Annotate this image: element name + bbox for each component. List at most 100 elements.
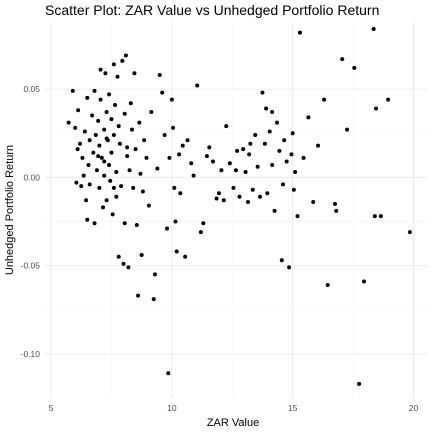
- data-point: [146, 203, 151, 208]
- data-point: [185, 138, 190, 143]
- data-point: [99, 155, 104, 160]
- data-point: [133, 147, 138, 152]
- data-point: [157, 72, 162, 77]
- data-point: [119, 184, 124, 189]
- data-point: [378, 214, 383, 219]
- data-point: [180, 143, 185, 148]
- scatter-points: [66, 27, 412, 386]
- data-point: [311, 200, 316, 205]
- data-point: [165, 226, 170, 231]
- data-point: [172, 185, 177, 190]
- data-point: [407, 230, 412, 235]
- data-point: [70, 88, 75, 93]
- data-point: [137, 120, 142, 125]
- data-point: [94, 168, 99, 173]
- data-point: [174, 249, 179, 254]
- data-point: [279, 258, 284, 263]
- data-point: [173, 219, 178, 224]
- data-point: [151, 297, 156, 302]
- data-point: [231, 185, 236, 190]
- data-point: [125, 145, 130, 150]
- data-point: [293, 170, 298, 175]
- data-point: [102, 127, 107, 132]
- data-point: [357, 381, 362, 386]
- data-point: [123, 53, 128, 58]
- data-point: [126, 265, 131, 270]
- data-point: [325, 283, 330, 288]
- data-point: [264, 106, 269, 111]
- data-point: [111, 62, 116, 67]
- data-point: [117, 141, 122, 146]
- data-point: [216, 191, 221, 196]
- data-point: [109, 117, 114, 122]
- data-point: [120, 58, 125, 63]
- data-point: [198, 230, 203, 235]
- data-point: [87, 138, 92, 143]
- data-point: [235, 148, 240, 153]
- data-point: [207, 145, 212, 150]
- data-point: [122, 221, 127, 226]
- data-point: [204, 154, 209, 159]
- data-point: [386, 97, 391, 102]
- data-point: [121, 261, 126, 266]
- data-point: [92, 221, 97, 226]
- data-point: [284, 159, 289, 164]
- data-point: [113, 102, 118, 107]
- y-tick-label: 0.00: [23, 172, 40, 182]
- data-point: [289, 152, 294, 157]
- data-point: [227, 161, 232, 166]
- x-tick-label: 20: [409, 403, 419, 413]
- data-point: [169, 97, 174, 102]
- data-point: [219, 168, 224, 173]
- data-point: [110, 212, 115, 217]
- data-point: [371, 27, 376, 32]
- data-point: [103, 71, 108, 76]
- data-point: [332, 201, 337, 206]
- data-point: [267, 129, 272, 134]
- data-point: [270, 110, 275, 115]
- data-point: [96, 154, 101, 159]
- data-point: [91, 150, 96, 155]
- data-point: [265, 191, 270, 196]
- x-axis-title: ZAR Value: [207, 417, 259, 429]
- data-point: [107, 162, 112, 167]
- data-point: [253, 132, 258, 137]
- data-point: [131, 185, 136, 190]
- data-point: [84, 198, 89, 203]
- data-point: [115, 74, 120, 79]
- data-point: [111, 132, 116, 137]
- data-point: [138, 171, 143, 176]
- data-point: [248, 141, 253, 146]
- data-point: [102, 159, 107, 164]
- data-point: [79, 184, 84, 189]
- data-point: [166, 371, 171, 376]
- data-point: [114, 194, 119, 199]
- data-point: [352, 65, 357, 70]
- data-point: [262, 141, 267, 146]
- data-point: [250, 187, 255, 192]
- data-point: [316, 143, 321, 148]
- data-point: [233, 168, 238, 173]
- data-point: [290, 131, 295, 136]
- data-point: [345, 127, 350, 132]
- data-point: [171, 125, 176, 130]
- x-tick-label: 10: [167, 403, 177, 413]
- data-point: [301, 155, 306, 160]
- data-point: [66, 120, 71, 125]
- data-point: [134, 223, 139, 228]
- data-point: [322, 97, 327, 102]
- data-point: [98, 97, 103, 102]
- data-point: [237, 194, 242, 199]
- data-point: [108, 178, 113, 183]
- data-point: [178, 191, 183, 196]
- data-point: [128, 101, 133, 106]
- data-point: [97, 143, 102, 148]
- data-point: [243, 170, 248, 175]
- data-point: [144, 155, 149, 160]
- data-point: [281, 182, 286, 187]
- data-point: [140, 189, 145, 194]
- data-point: [104, 110, 109, 115]
- data-point: [224, 124, 229, 129]
- data-point: [374, 106, 379, 111]
